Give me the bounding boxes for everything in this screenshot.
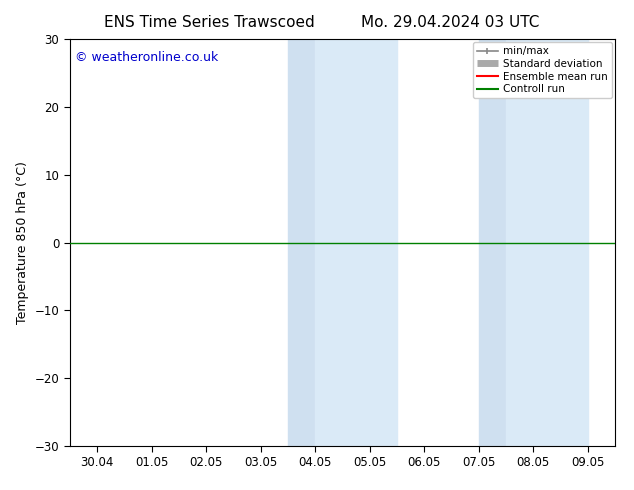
Text: ENS Time Series Trawscoed: ENS Time Series Trawscoed: [104, 15, 314, 30]
Text: © weatheronline.co.uk: © weatheronline.co.uk: [75, 51, 219, 64]
Bar: [479, 39, 506, 446]
Bar: [506, 39, 588, 446]
Y-axis label: Temperature 850 hPa (°C): Temperature 850 hPa (°C): [16, 161, 29, 324]
Bar: [288, 39, 315, 446]
Text: Mo. 29.04.2024 03 UTC: Mo. 29.04.2024 03 UTC: [361, 15, 540, 30]
Legend: min/max, Standard deviation, Ensemble mean run, Controll run: min/max, Standard deviation, Ensemble me…: [473, 42, 612, 98]
Bar: [315, 39, 397, 446]
